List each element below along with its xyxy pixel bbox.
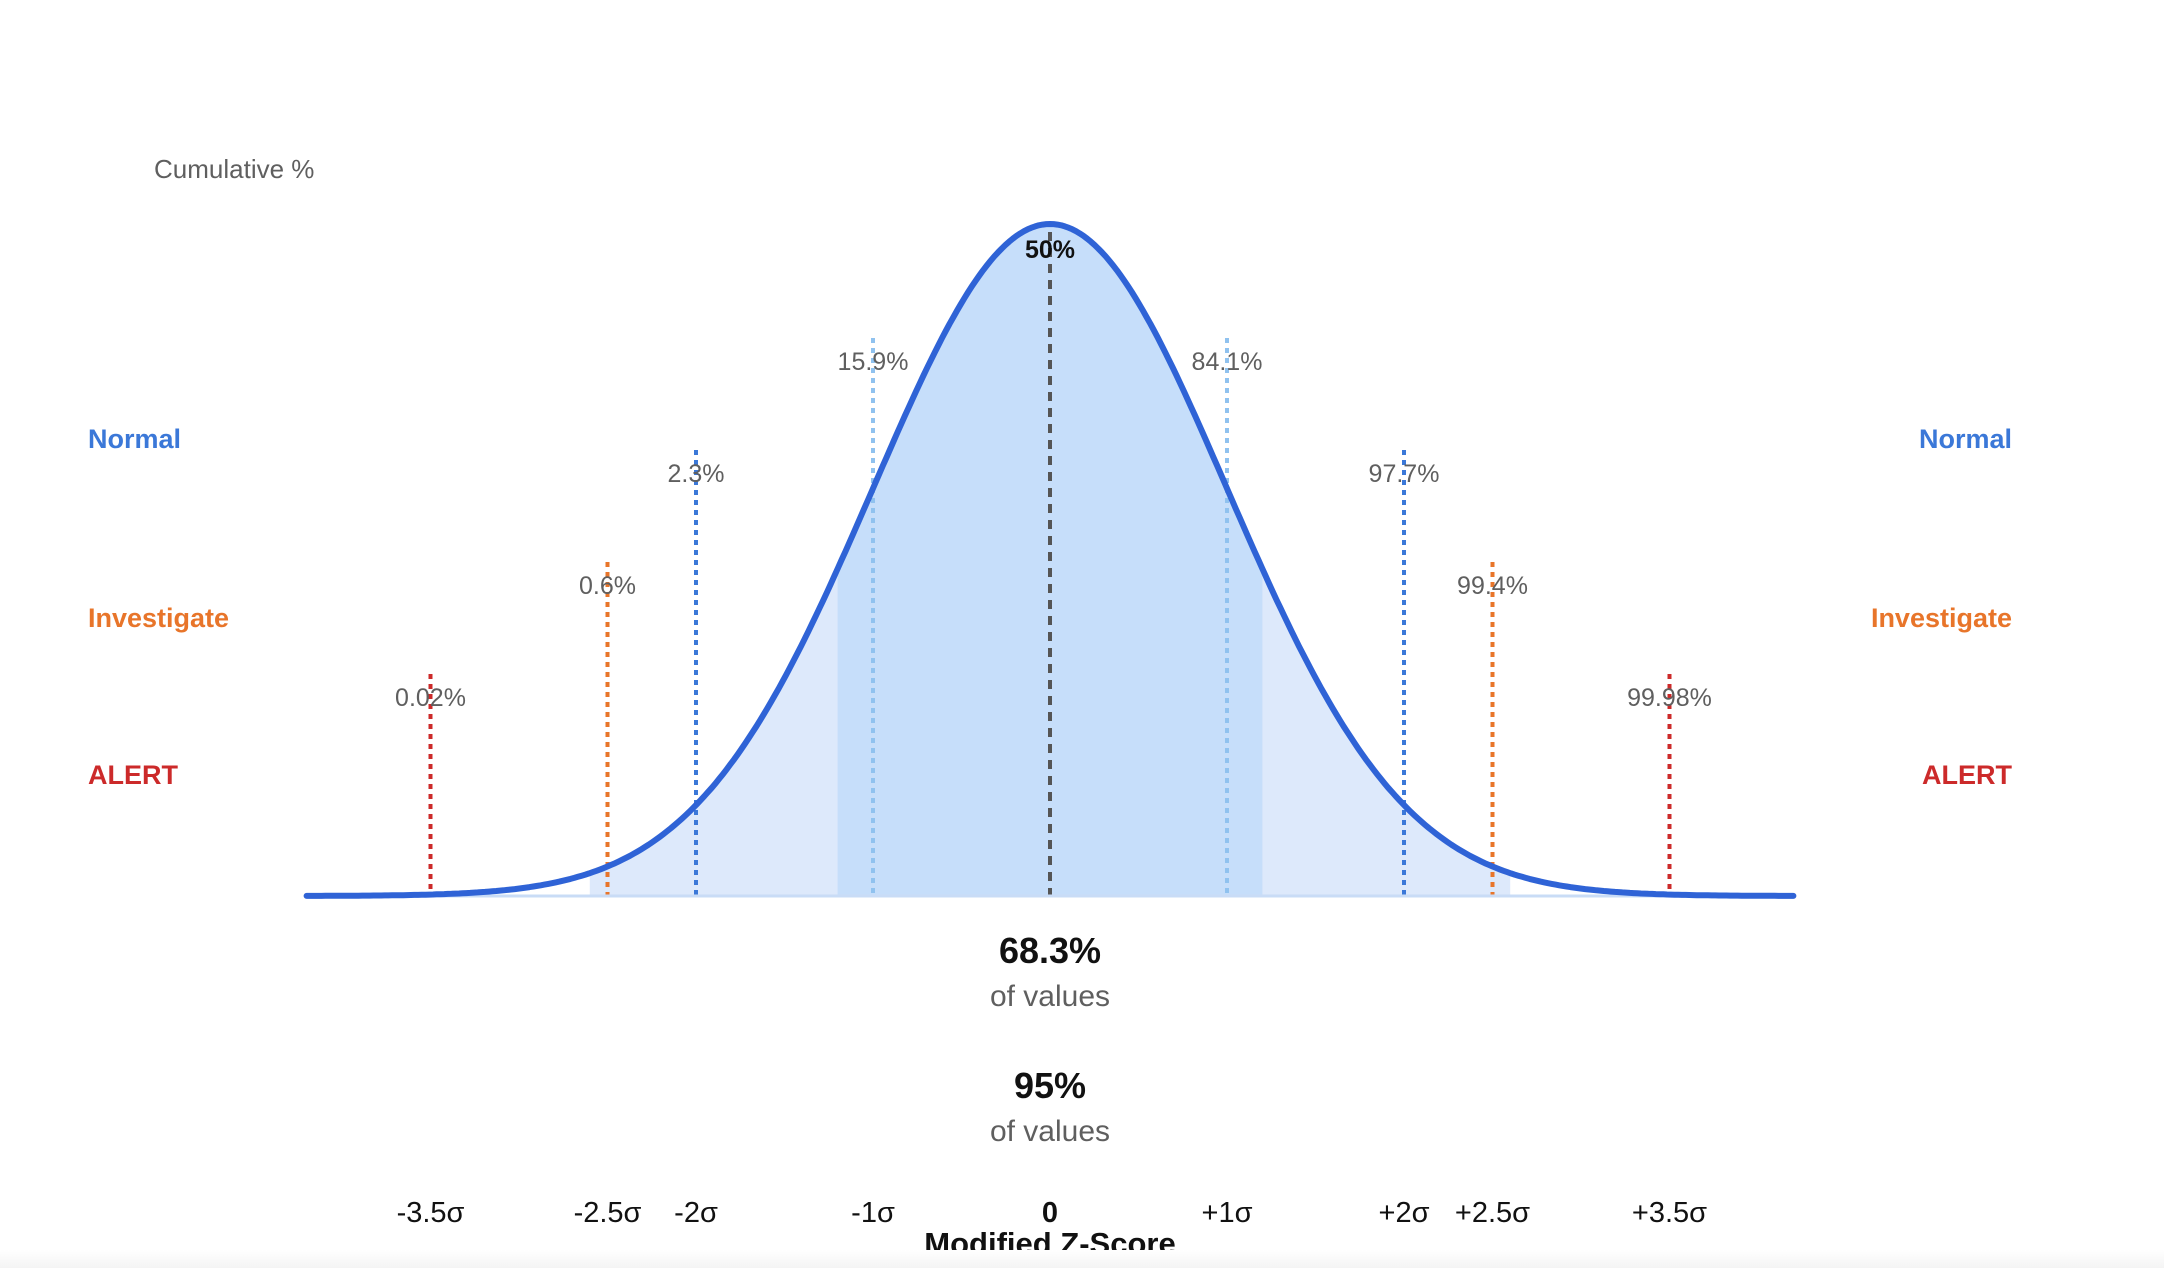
tick-label-8: +3.5σ: [1632, 1197, 1707, 1229]
coverage-68-caption: of values: [990, 980, 1110, 1013]
zone-label-alert-right: ALERT: [1922, 760, 2012, 790]
y-axis-label: Cumulative %: [154, 154, 314, 184]
coverage-68-value: 68.3%: [999, 930, 1101, 971]
marker-label-1: 0.6%: [579, 572, 636, 600]
zone-label-alert-left: ALERT: [88, 760, 178, 790]
zone-label-investigate-left: Investigate: [88, 603, 229, 633]
marker-label-3: 15.9%: [838, 348, 909, 376]
marker-label-6: 97.7%: [1369, 460, 1440, 488]
marker-label-7: 99.4%: [1457, 572, 1528, 600]
tick-label-4: 0: [1042, 1197, 1058, 1229]
coverage-95-caption: of values: [990, 1115, 1110, 1148]
zone-label-normal-left: Normal: [88, 424, 181, 454]
marker-label-2: 2.3%: [668, 460, 725, 488]
zone-label-investigate-right: Investigate: [1871, 603, 2012, 633]
marker-label-8: 99.98%: [1627, 684, 1712, 712]
bottom-edge-shade: [0, 1250, 2164, 1268]
marker-label-4: 50%: [1025, 236, 1075, 264]
tick-label-5: +1σ: [1202, 1197, 1253, 1229]
tick-label-3: -1σ: [851, 1197, 895, 1229]
tick-label-1: -2.5σ: [574, 1197, 642, 1229]
coverage-95-value: 95%: [1014, 1065, 1086, 1106]
marker-label-5: 84.1%: [1192, 348, 1263, 376]
coverage-annotations: 68.3% of values 95% of values: [990, 930, 1110, 1148]
zone-label-normal-right: Normal: [1919, 424, 2012, 454]
zone-labels: Normal Investigate ALERT Normal Investig…: [88, 424, 2012, 790]
x-axis-ticks: -3.5σ -2.5σ -2σ -1σ 0 +1σ +2σ +2.5σ +3.5σ: [397, 1197, 1708, 1229]
tick-label-7: +2.5σ: [1455, 1197, 1530, 1229]
sigma-markers: [428, 232, 1672, 896]
tick-label-6: +2σ: [1379, 1197, 1430, 1229]
tick-label-2: -2σ: [674, 1197, 718, 1229]
cumulative-labels: 0.02% 0.6% 2.3% 15.9% 50% 84.1% 97.7% 99.4% 99.9…: [395, 236, 1712, 712]
marker-label-0: 0.02%: [395, 684, 466, 712]
distribution-curve: [303, 221, 1797, 899]
bell-curve-line: [303, 221, 1797, 899]
tick-label-0: -3.5σ: [397, 1197, 465, 1229]
